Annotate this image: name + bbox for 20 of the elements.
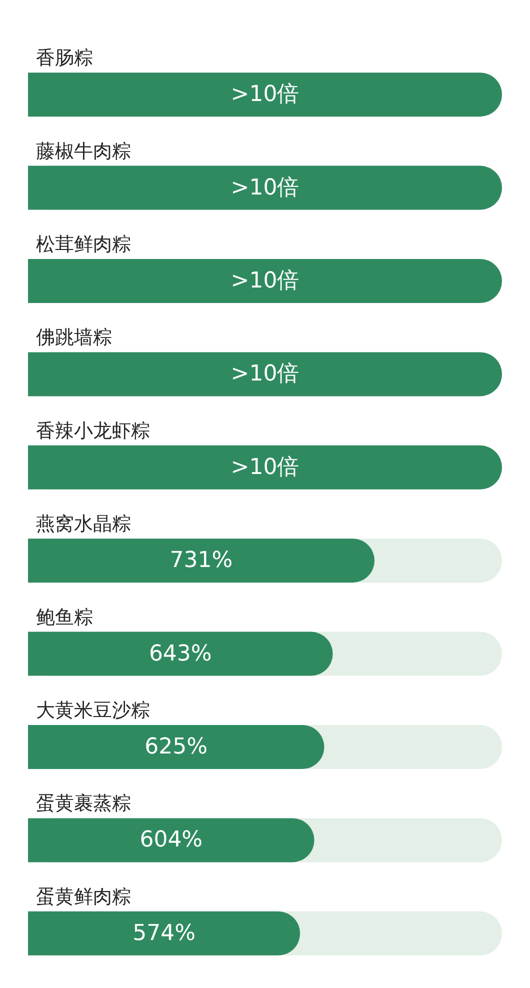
- data-label: >10倍: [230, 268, 300, 294]
- data-label: 625%: [144, 734, 208, 760]
- data-label: >10倍: [230, 454, 300, 480]
- y-tick-label: 燕窝水晶粽: [36, 513, 131, 536]
- y-tick-label: 香肠粽: [36, 47, 93, 70]
- y-tick-label: 佛跳墙粽: [36, 326, 112, 349]
- y-tick-label: 鲍鱼粽: [36, 606, 93, 628]
- y-tick-label: 藤椒牛肉粽: [36, 140, 131, 162]
- data-label: 643%: [148, 641, 212, 666]
- data-label: >10倍: [230, 362, 300, 387]
- y-tick-label: 蛋黄鲜肉粽: [36, 886, 131, 908]
- y-tick-label: 蛋黄裹蒸粽: [36, 792, 131, 815]
- data-label: >10倍: [230, 82, 300, 108]
- data-label: >10倍: [230, 175, 300, 200]
- data-label: 604%: [140, 828, 203, 853]
- y-tick-label: 香辣小龙虾粽: [36, 420, 150, 442]
- y-tick-label: 大黄米豆沙粽: [36, 700, 150, 722]
- data-label: 731%: [170, 548, 233, 574]
- y-tick-label: 松茸鲜肉粽: [36, 234, 131, 256]
- data-label: 574%: [132, 920, 196, 946]
